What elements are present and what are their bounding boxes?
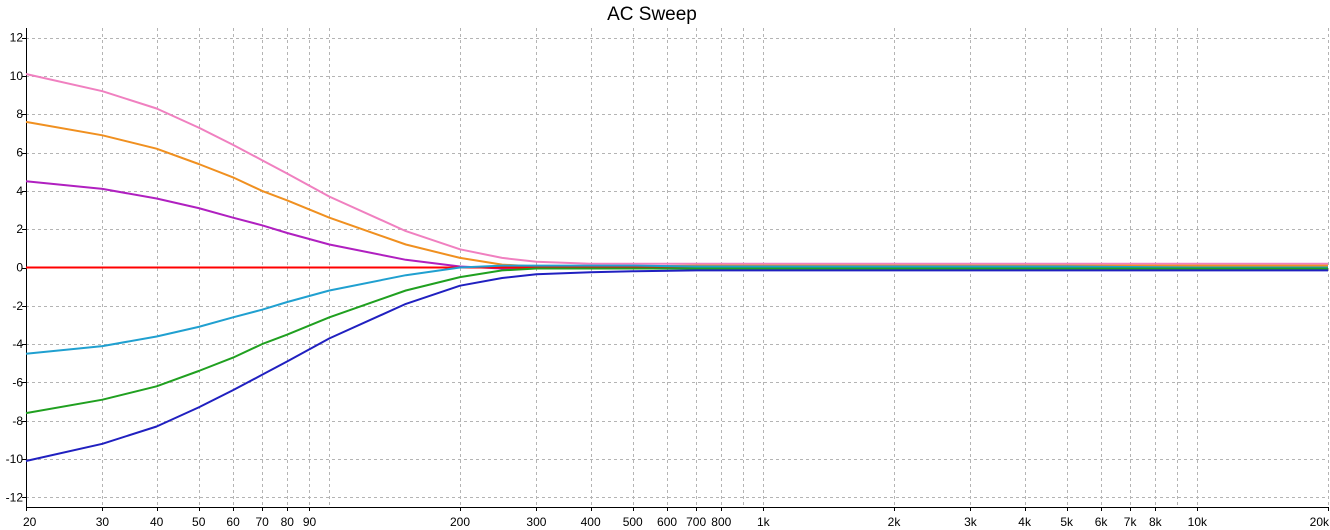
x-tick-label: 7k [1124, 515, 1138, 529]
y-tick-labels: 12 10 8 6 4 2 0 -2 -4 -6 -8 -10 -12 [6, 31, 24, 505]
x-tick-label: 600 [657, 515, 677, 529]
x-tick-label: 60 [226, 515, 240, 529]
x-tick-label: 50 [192, 515, 206, 529]
series-line-1 [25, 73, 1328, 265]
x-tick-label: 70 [255, 515, 269, 529]
x-tick-label: 4k [1018, 515, 1032, 529]
series-group [25, 73, 1328, 462]
x-tick-label: 500 [623, 515, 643, 529]
series-line-2 [25, 120, 1328, 268]
y-tick-label: -6 [12, 375, 23, 389]
x-tick-label: 400 [581, 515, 601, 529]
x-tick-label: 1k [757, 515, 771, 529]
x-tick-label: 40 [150, 515, 164, 529]
grid [26, 28, 1329, 507]
y-tick-label: -8 [12, 414, 23, 428]
y-tick-label: 12 [10, 31, 24, 45]
x-tick-label: 90 [303, 515, 317, 529]
x-tick-label: 700 [686, 515, 706, 529]
series-line-3 [25, 180, 1328, 270]
x-tick-label: 20k [1310, 515, 1330, 529]
x-tick-label: 8k [1149, 515, 1163, 529]
y-tick-label: 4 [16, 184, 23, 198]
x-tick-label: 2k [888, 515, 902, 529]
x-tick-label: 200 [450, 515, 470, 529]
x-tick-label: 300 [526, 515, 546, 529]
y-tick-label: -2 [12, 299, 23, 313]
y-tick-label: -12 [6, 490, 24, 504]
x-tick-label: 6k [1095, 515, 1109, 529]
y-tick-label: 10 [10, 69, 24, 83]
x-tick-label: 30 [96, 515, 110, 529]
series-line-5 [25, 264, 1328, 355]
y-tick-label: 2 [16, 222, 23, 236]
x-tick-labels: 20 30 40 50 60 70 80 90 200 300 400 500 600 700 800 1k 2… [23, 515, 1330, 529]
y-tick-label: 0 [16, 261, 23, 275]
x-tick-label: 3k [964, 515, 978, 529]
x-tick-label: 20 [23, 515, 37, 529]
y-tick-label: -10 [6, 452, 24, 466]
y-tick-label: 8 [16, 107, 23, 121]
x-tick-label: 5k [1060, 515, 1074, 529]
chart-title: AC Sweep [607, 4, 697, 25]
x-tick-label: 800 [711, 515, 731, 529]
x-tick-label: 80 [281, 515, 295, 529]
y-tick-label: -4 [12, 337, 23, 351]
x-tick-label: 10k [1188, 515, 1208, 529]
y-tick-label: 6 [16, 146, 23, 160]
series-line-6 [25, 267, 1328, 415]
series-line-7 [25, 269, 1328, 462]
